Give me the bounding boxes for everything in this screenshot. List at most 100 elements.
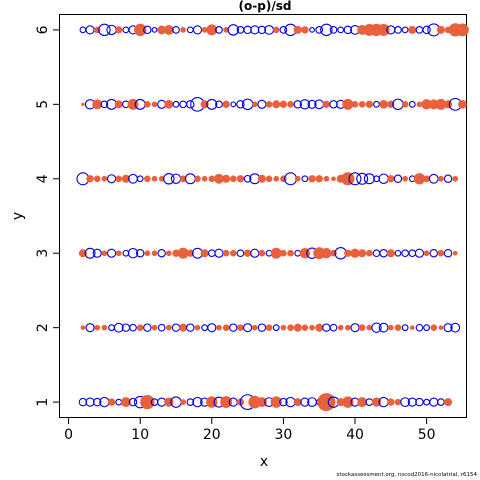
residual-bubble-negative [293, 100, 302, 109]
residual-bubble-negative [393, 174, 403, 184]
residual-bubble-negative [363, 173, 375, 185]
residual-bubble-positive [120, 397, 131, 408]
residual-bubble-positive [115, 175, 123, 183]
residual-bubble-negative [143, 323, 152, 332]
residual-bubble-negative [250, 25, 260, 35]
residual-bubble-positive [265, 101, 273, 108]
residual-bubble-positive [165, 324, 172, 331]
residual-bubble-positive [430, 324, 438, 331]
residual-bubble-positive [257, 174, 266, 183]
residual-bubble-negative [329, 323, 338, 332]
residual-bubble-positive [358, 324, 366, 331]
residual-bubble-positive [251, 324, 258, 331]
residual-bubble-positive [416, 101, 423, 108]
residual-bubble-negative [322, 323, 331, 332]
residual-bubble-positive [222, 249, 230, 257]
residual-bubble-positive [177, 247, 189, 259]
residual-bubble-negative [93, 397, 102, 407]
residual-bubble-positive [452, 250, 458, 256]
residual-bubble-positive [165, 250, 172, 257]
residual-bubble-negative [227, 24, 240, 36]
residual-bubble-positive [394, 398, 402, 406]
residual-bubble-positive [229, 249, 237, 257]
x-tick-label: 0 [64, 427, 73, 443]
residual-bubble-positive [121, 174, 130, 183]
x-tick-label: 40 [346, 427, 364, 443]
residual-bubble-negative [257, 323, 267, 332]
residual-bubble-negative [401, 249, 409, 258]
residual-bubble-positive [222, 174, 231, 183]
residual-bubble-positive [270, 247, 282, 259]
residual-bubble-positive [107, 398, 116, 406]
residual-bubble-negative [309, 27, 315, 33]
residual-bubble-negative [135, 248, 145, 258]
residual-bubble-positive [386, 249, 395, 258]
residual-bubble-negative [243, 323, 253, 333]
residual-bubble-positive [144, 175, 151, 183]
residual-bubble-negative [371, 322, 382, 333]
residual-bubble-positive [115, 26, 123, 34]
residual-bubble-positive [194, 175, 201, 183]
residual-bubble-positive [436, 25, 445, 34]
residual-bubble-negative [85, 25, 95, 35]
residual-bubble-positive [358, 249, 367, 258]
residual-bubble-positive [101, 324, 108, 331]
residual-bubble-negative [92, 248, 102, 258]
residual-bubble-negative [170, 173, 182, 184]
residual-bubble-positive [365, 100, 374, 109]
residual-bubble-negative [236, 249, 245, 258]
residual-bubble-positive [273, 175, 280, 182]
x-axis-title: x [260, 454, 268, 470]
residual-bubble-negative [423, 398, 431, 406]
residual-bubble-negative [350, 323, 360, 333]
residual-bubble-negative [98, 23, 111, 37]
residual-bubble-negative [207, 249, 216, 258]
residual-bubble-positive [214, 173, 224, 184]
residual-bubble-negative [394, 249, 402, 257]
residual-bubble-positive [287, 324, 294, 331]
x-tick-label: 10 [131, 427, 149, 443]
residual-bubble-positive [342, 396, 354, 408]
residual-bubble-negative [151, 27, 158, 33]
residual-bubble-positive [435, 98, 447, 110]
residual-bubble-negative [307, 99, 317, 109]
residual-bubble-positive [101, 250, 108, 257]
residual-bubble-negative [356, 172, 369, 185]
residual-bubble-positive [179, 175, 187, 183]
residual-bubble-positive [94, 324, 101, 331]
residual-bubble-positive [371, 397, 382, 407]
residual-bubble-positive [437, 249, 445, 257]
residual-bubble-positive [379, 99, 389, 109]
y-tick-label: 1 [35, 398, 51, 407]
residual-bubble-positive [164, 99, 174, 109]
residual-bubble-negative [184, 173, 196, 185]
residual-bubble-negative [192, 396, 203, 408]
residual-bubble-negative [400, 397, 411, 408]
residual-bubble-positive [180, 399, 187, 405]
footnote: stockassessment.org, nscod2016-nicolatri… [336, 472, 477, 478]
residual-bubble-positive [357, 397, 368, 408]
residual-bubble-negative [179, 100, 187, 109]
residual-bubble-positive [279, 100, 288, 109]
residual-bubble-positive [92, 99, 103, 110]
residual-bubble-positive [144, 250, 151, 257]
residual-bubble-negative [143, 25, 152, 35]
residual-bubble-positive [270, 396, 282, 408]
residual-bubble-negative [300, 397, 310, 407]
residual-bubble-positive [172, 249, 180, 257]
residual-bubble-negative [230, 101, 237, 108]
residual-bubble-positive [208, 175, 216, 183]
residual-bubble-positive [272, 100, 281, 109]
residual-bubble-positive [293, 323, 302, 332]
residual-bubble-negative [443, 174, 453, 184]
residual-bubble-positive [458, 99, 467, 109]
residual-bubble-positive [206, 24, 218, 36]
x-tick-label: 20 [203, 427, 221, 443]
residual-bubble-positive [258, 249, 266, 257]
residual-bubble-positive [80, 325, 86, 330]
residual-bubble-positive [248, 395, 262, 409]
residual-bubble-negative [379, 248, 388, 258]
residual-bubble-negative [85, 397, 95, 407]
residual-bubble-positive [344, 249, 352, 257]
residual-bubble-negative [127, 248, 139, 259]
